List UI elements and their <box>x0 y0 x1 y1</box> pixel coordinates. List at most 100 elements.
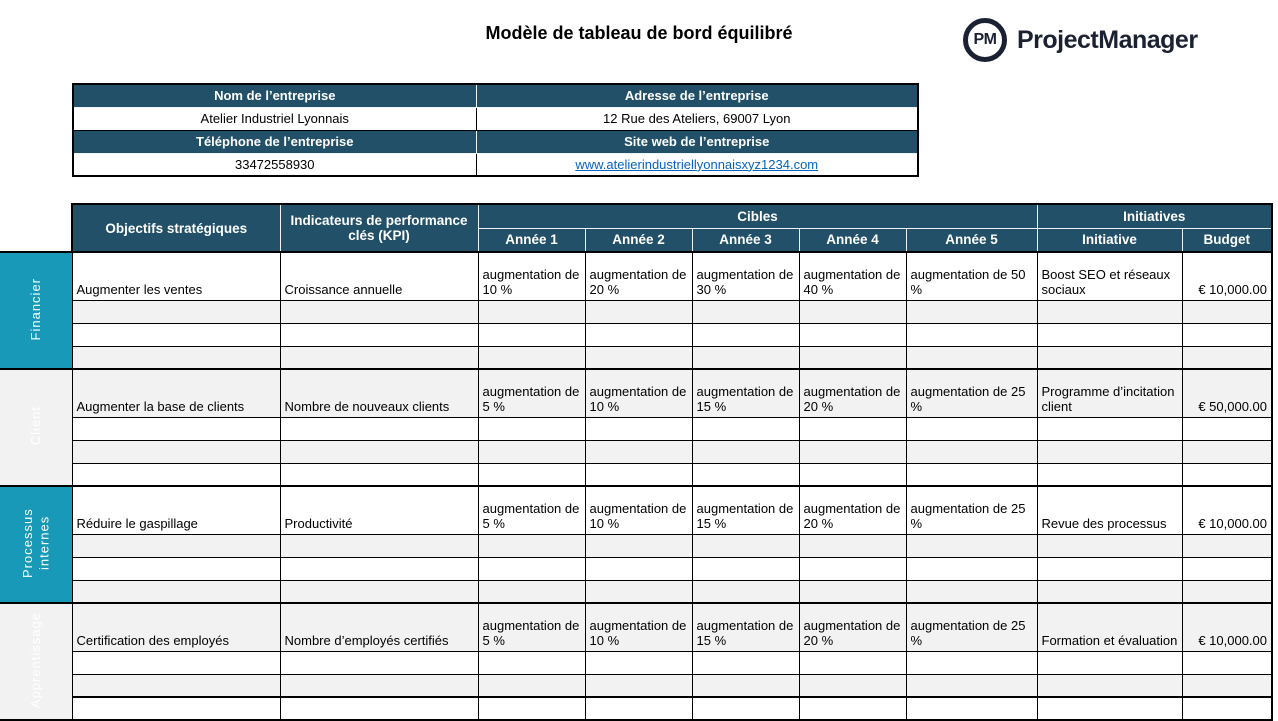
empty-cell <box>1181 345 1274 370</box>
empty-cell <box>584 439 693 464</box>
scorecard-row <box>0 322 1274 347</box>
empty-cell <box>1036 462 1183 487</box>
scorecard-row <box>0 345 1274 370</box>
year-1-header: Année 1 <box>477 227 586 253</box>
empty-cell <box>1036 673 1183 698</box>
initiative-cell: Programme d’incitation client <box>1036 368 1183 418</box>
empty-cell <box>798 322 907 347</box>
target-annee-3-cell: augmentation de 15 % <box>691 485 800 535</box>
category-label-text: Processus internes <box>19 508 51 578</box>
empty-cell <box>71 299 281 324</box>
empty-cell <box>1036 556 1183 581</box>
category-label-text: Client <box>27 406 43 446</box>
empty-cell <box>1181 579 1274 604</box>
empty-cell <box>798 299 907 324</box>
category-label-client: Client <box>0 368 73 487</box>
target-annee-5-cell: augmentation de 25 % <box>905 602 1038 652</box>
initiative-cell: Revue des processus <box>1036 485 1183 535</box>
scorecard-row: Client Augmenter la base de clients Nombre… <box>0 368 1274 487</box>
empty-cell <box>1036 650 1183 675</box>
empty-cell <box>798 345 907 370</box>
empty-cell <box>905 416 1038 441</box>
empty-cell <box>477 533 586 558</box>
empty-cell <box>1181 673 1274 698</box>
scorecard-row: Processus internes Réduire le gaspillage P… <box>0 485 1274 604</box>
empty-cell <box>691 673 800 698</box>
empty-cell <box>584 673 693 698</box>
empty-cell <box>691 650 800 675</box>
empty-cell <box>1181 556 1274 581</box>
year-2-header: Année 2 <box>584 227 693 253</box>
empty-cell <box>477 696 586 721</box>
empty-cell <box>691 416 800 441</box>
empty-cell <box>279 345 479 370</box>
company-value-row-1: Atelier Industriel Lyonnais 12 Rue des A… <box>72 106 919 131</box>
company-website-link[interactable]: www.atelierindustriellyonnaisxyz1234.com <box>575 156 819 172</box>
empty-cell <box>584 650 693 675</box>
empty-cell <box>477 556 586 581</box>
empty-cell <box>584 462 693 487</box>
pm-circle-text: PM <box>973 31 998 48</box>
empty-cell <box>1036 579 1183 604</box>
empty-cell <box>905 696 1038 721</box>
budget-cell: € 10,000.00 <box>1181 251 1274 301</box>
empty-cell <box>477 650 586 675</box>
empty-cell <box>71 416 281 441</box>
empty-cell <box>691 299 800 324</box>
empty-cell <box>798 533 907 558</box>
scorecard-row <box>0 696 1274 721</box>
empty-cell <box>584 533 693 558</box>
kpi-cell: Croissance annuelle <box>279 251 479 301</box>
budget-cell: € 50,000.00 <box>1181 368 1274 418</box>
empty-cell <box>71 533 281 558</box>
category-label-apprentissage: Apprentissage <box>0 602 73 721</box>
empty-cell <box>71 462 281 487</box>
target-annee-4-cell: augmentation de 20 % <box>798 602 907 652</box>
budget-header: Budget <box>1181 227 1274 253</box>
empty-cell <box>279 673 479 698</box>
empty-cell <box>1181 696 1274 721</box>
empty-cell <box>905 673 1038 698</box>
kpi-header: Indicateurs de performance clés (KPI) <box>279 203 479 253</box>
empty-cell <box>905 345 1038 370</box>
target-annee-5-cell: augmentation de 25 % <box>905 368 1038 418</box>
company-name-header: Nom de l’entreprise <box>72 83 477 108</box>
budget-cell: € 10,000.00 <box>1181 602 1274 652</box>
category-label-text: Apprentissage <box>27 611 43 709</box>
target-annee-1-cell: augmentation de 5 % <box>477 368 586 418</box>
scorecard-row <box>0 462 1274 487</box>
scorecard-row <box>0 533 1274 558</box>
empty-cell <box>279 533 479 558</box>
empty-cell <box>279 556 479 581</box>
empty-cell <box>691 345 800 370</box>
scorecard-row: Financier Augmenter les ventes Croissance … <box>0 251 1274 370</box>
year-4-header: Année 4 <box>798 227 907 253</box>
empty-cell <box>279 696 479 721</box>
objective-cell: Augmenter les ventes <box>71 251 281 301</box>
scorecard-header-group-row: Objectifs stratégiques Indicateurs de pe… <box>0 203 1274 253</box>
page-title: Modèle de tableau de bord équilibré <box>485 23 793 43</box>
empty-cell <box>798 462 907 487</box>
empty-cell <box>477 299 586 324</box>
scorecard-row <box>0 673 1274 698</box>
empty-cell <box>798 439 907 464</box>
empty-cell <box>279 416 479 441</box>
empty-cell <box>798 579 907 604</box>
empty-cell <box>279 579 479 604</box>
empty-cell <box>1181 462 1274 487</box>
empty-cell <box>584 696 693 721</box>
category-label-text: Financier <box>27 277 43 341</box>
empty-cell <box>279 322 479 347</box>
target-annee-2-cell: augmentation de 10 % <box>584 368 693 418</box>
kpi-cell: Productivité <box>279 485 479 535</box>
empty-cell <box>477 416 586 441</box>
empty-cell <box>798 673 907 698</box>
initiative-header: Initiative <box>1036 227 1183 253</box>
company-phone-header: Téléphone de l’entreprise <box>72 129 477 154</box>
empty-cell <box>905 650 1038 675</box>
projectmanager-logo: PM ProjectManager <box>963 18 1198 62</box>
objective-cell: Certification des employés <box>71 602 281 652</box>
empty-cell <box>71 673 281 698</box>
target-annee-3-cell: augmentation de 30 % <box>691 251 800 301</box>
